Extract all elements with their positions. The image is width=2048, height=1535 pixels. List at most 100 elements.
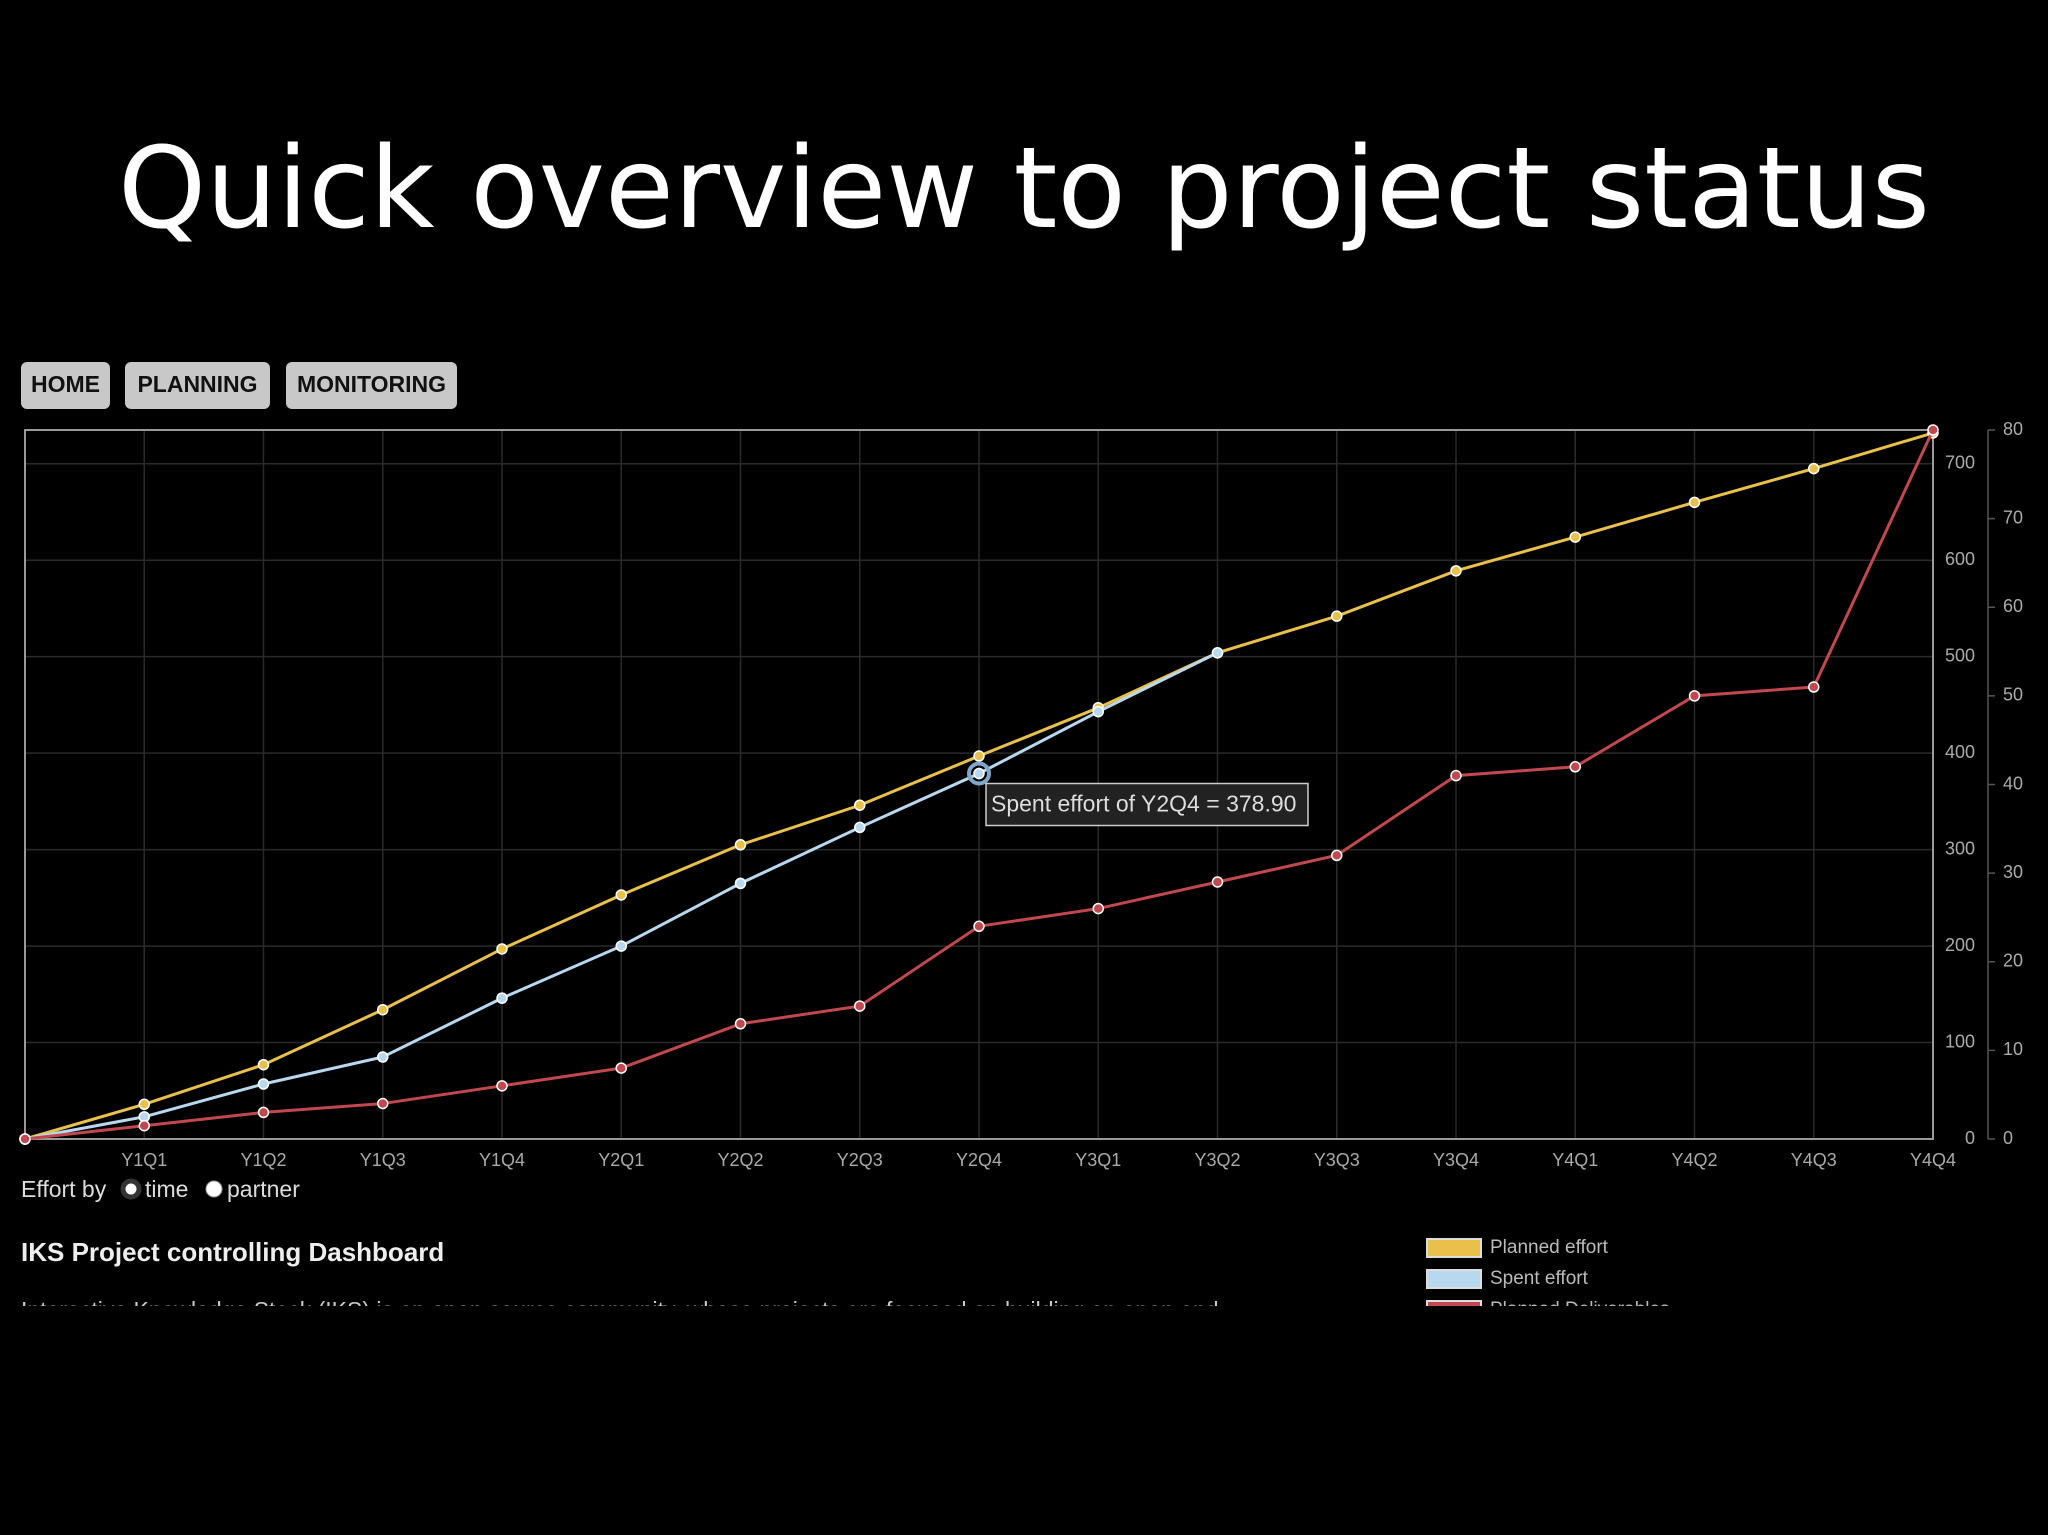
data-point xyxy=(854,821,866,834)
tooltip-box xyxy=(985,782,1309,827)
y2-tick-label: 50 xyxy=(2003,685,2023,705)
x-tick-label: Y3Q1 xyxy=(1075,1150,1121,1170)
y-tick-label: 500 xyxy=(1945,645,1975,665)
y-tick-label: 0 xyxy=(1965,1128,1975,1148)
y-tick-label: 700 xyxy=(1945,453,1975,473)
data-point xyxy=(257,1106,270,1119)
data-point xyxy=(734,877,747,890)
data-point xyxy=(19,1133,31,1145)
data-point xyxy=(734,839,747,851)
y2-tick-label: 10 xyxy=(2003,1039,2023,1059)
x-tick-label: Y1Q1 xyxy=(121,1150,167,1170)
nav: HOME PLANNING MONITORING xyxy=(21,362,457,409)
legend-label: Planned Deliverables xyxy=(1490,1299,1670,1320)
data-point xyxy=(1569,761,1581,773)
data-point xyxy=(734,1018,747,1030)
data-point xyxy=(1569,531,1581,543)
data-point xyxy=(377,1097,389,1110)
data-point xyxy=(138,1119,150,1132)
y-tick-label: 600 xyxy=(1945,549,1975,569)
y2-tick-label: 40 xyxy=(2003,773,2023,793)
y2-tick-label: 70 xyxy=(2003,507,2023,527)
data-point xyxy=(496,943,508,955)
dashboard-text: Interactive Knowledge Stack (IKS) is an … xyxy=(21,1297,1219,1323)
nav-button[interactable] xyxy=(21,362,110,409)
legend-label: Spent effort xyxy=(1490,1268,1589,1289)
y-tick-label: 300 xyxy=(1945,838,1975,858)
data-point xyxy=(377,1003,389,1016)
radio[interactable] xyxy=(205,1180,223,1198)
x-tick-label: Y4Q1 xyxy=(1552,1150,1598,1170)
data-point xyxy=(377,1051,389,1063)
y-tick-label: 200 xyxy=(1945,935,1975,955)
y2-tick-label: 60 xyxy=(2003,596,2023,616)
data-point xyxy=(1211,647,1224,659)
data-point xyxy=(615,940,627,952)
data-point xyxy=(1688,496,1701,509)
dashboard: IKS Project controlling Dashboard Intera… xyxy=(21,1237,1670,1323)
data-point xyxy=(1808,462,1820,475)
data-point xyxy=(615,1062,627,1074)
legend: Planned effort Spent effort Planned Delive… xyxy=(1426,1237,1670,1320)
data-point xyxy=(615,889,627,901)
x-tick-label: Y2Q2 xyxy=(717,1150,763,1170)
x-tick-label: Y2Q4 xyxy=(956,1150,1002,1170)
y2-tick-label: 80 xyxy=(2003,419,2023,439)
dashboard-heading: IKS Project controlling Dashboard xyxy=(21,1237,444,1267)
radio-label: time xyxy=(145,1176,188,1202)
x-tick-label: Y2Q3 xyxy=(837,1150,883,1170)
x-tick-label: Y4Q2 xyxy=(1671,1150,1717,1170)
x-tick-label: Y3Q3 xyxy=(1314,1150,1360,1170)
x-tick-label: Y1Q4 xyxy=(479,1150,525,1170)
y2-tick-label: 0 xyxy=(2003,1128,2013,1148)
x-tick-label: Y3Q4 xyxy=(1433,1150,1479,1170)
x-tick-label: Y4Q3 xyxy=(1791,1150,1837,1170)
y2-tick-label: 30 xyxy=(2003,862,2023,882)
x-tick-label: Y2Q1 xyxy=(598,1150,644,1170)
x-tick-label: Y1Q3 xyxy=(360,1150,406,1170)
data-point xyxy=(973,767,985,780)
data-point xyxy=(1331,849,1343,862)
x-tick-label: Y1Q2 xyxy=(240,1150,286,1170)
effort-by-label: Effort by xyxy=(21,1176,107,1202)
slide-title: Quick overview to project status xyxy=(118,124,1930,254)
data-point xyxy=(1211,876,1224,888)
legend-label: Planned effort xyxy=(1490,1237,1609,1258)
legend-swatch xyxy=(1426,1300,1482,1306)
data-point xyxy=(1450,565,1462,577)
data-point xyxy=(257,1078,270,1090)
data-point xyxy=(1092,902,1104,915)
radio[interactable] xyxy=(120,1178,142,1200)
nav-button[interactable] xyxy=(286,362,457,409)
data-point xyxy=(1927,424,1939,436)
data-point xyxy=(854,799,866,811)
data-point xyxy=(973,750,985,762)
data-point xyxy=(1331,610,1343,622)
data-point xyxy=(1688,690,1701,702)
y-tick-label: 400 xyxy=(1945,742,1975,762)
data-point xyxy=(1450,769,1462,782)
nav-button-label: HOME xyxy=(31,371,100,397)
data-point xyxy=(854,1000,866,1012)
legend-swatch xyxy=(1426,1238,1482,1258)
nav-button-label: MONITORING xyxy=(297,371,446,397)
data-point xyxy=(496,1080,508,1092)
nav-button-label: PLANNING xyxy=(137,371,257,397)
data-point xyxy=(496,992,508,1004)
nav-button[interactable] xyxy=(125,362,270,409)
x-tick-label: Y3Q2 xyxy=(1194,1150,1240,1170)
data-point xyxy=(257,1058,270,1071)
data-point xyxy=(1092,705,1104,718)
hover-halo xyxy=(967,761,991,786)
legend-swatch xyxy=(1426,1269,1482,1289)
data-point xyxy=(1808,681,1820,693)
x-tick-label: Y4Q4 xyxy=(1910,1150,1956,1170)
y-tick-label: 100 xyxy=(1945,1031,1975,1051)
data-point xyxy=(138,1098,150,1111)
tooltip-text: Spent effort of Y2Q4 = 378.90 xyxy=(991,791,1296,817)
data-point xyxy=(973,920,985,933)
radio-label: partner xyxy=(227,1176,300,1202)
